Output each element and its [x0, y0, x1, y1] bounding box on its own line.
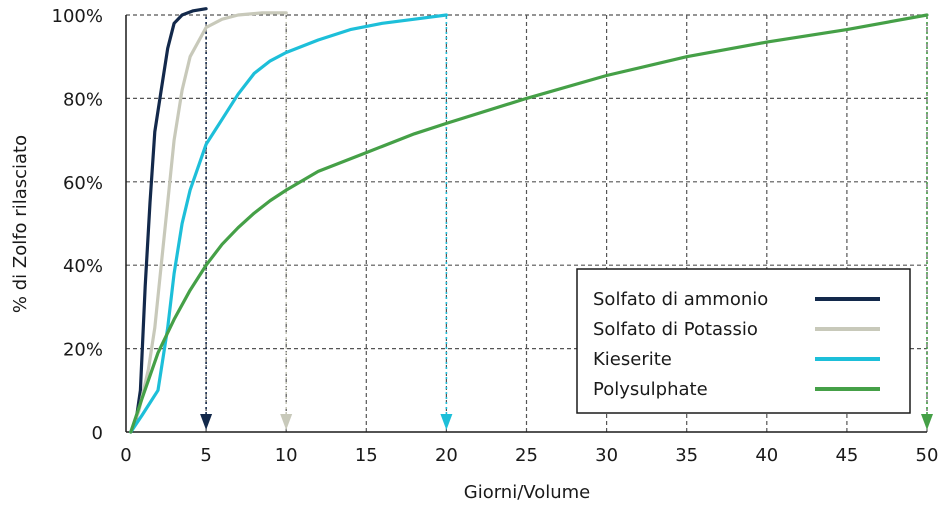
end-arrow-icon: [200, 414, 213, 430]
x-tick-label: 35: [675, 445, 698, 466]
legend-label: Solfato di ammonio: [593, 289, 768, 310]
y-tick-label: 80%: [63, 89, 103, 110]
series-line: [129, 13, 448, 434]
x-tick-label: 25: [515, 445, 538, 466]
x-tick-label: 45: [835, 445, 858, 466]
y-tick-label: 100%: [52, 6, 103, 27]
x-tick-label: 5: [200, 445, 211, 466]
x-tick-label: 20: [435, 445, 458, 466]
end-arrow-icon: [440, 414, 453, 430]
legend-label: Solfato di Potassio: [593, 319, 758, 340]
end-arrow-icon: [921, 414, 933, 430]
x-tick-label: 40: [755, 445, 778, 466]
x-tick-label: 15: [355, 445, 378, 466]
series-line: [129, 7, 208, 434]
x-axis-ticks: 0 5 10 15 20 25 30 35 40 45 50: [120, 445, 938, 466]
legend: Solfato di ammonio Solfato di Potassio Kie…: [576, 268, 911, 414]
end-markers: [200, 17, 933, 430]
y-tick-label: 40%: [63, 256, 103, 277]
y-tick-label: 20%: [63, 340, 103, 361]
end-arrow-icon: [280, 414, 293, 430]
x-tick-label: 10: [275, 445, 298, 466]
y-axis-label: % di Zolfo rilasciato: [10, 135, 31, 313]
y-tick-label: 0: [92, 423, 103, 444]
series-line: [129, 13, 929, 434]
y-tick-label: 60%: [63, 173, 103, 194]
legend-label: Polysulphate: [593, 379, 708, 400]
series-line: [129, 11, 288, 434]
x-tick-label: 0: [120, 445, 131, 466]
legend-label: Kieserite: [593, 349, 672, 370]
x-tick-label: 50: [916, 445, 939, 466]
series-lines: [129, 7, 929, 434]
grid-lines: [125, 14, 928, 433]
x-tick-label: 30: [595, 445, 618, 466]
x-axis-label: Giorni/Volume: [464, 482, 590, 503]
y-axis-ticks: 0 20% 40% 60% 80% 100%: [52, 6, 103, 444]
